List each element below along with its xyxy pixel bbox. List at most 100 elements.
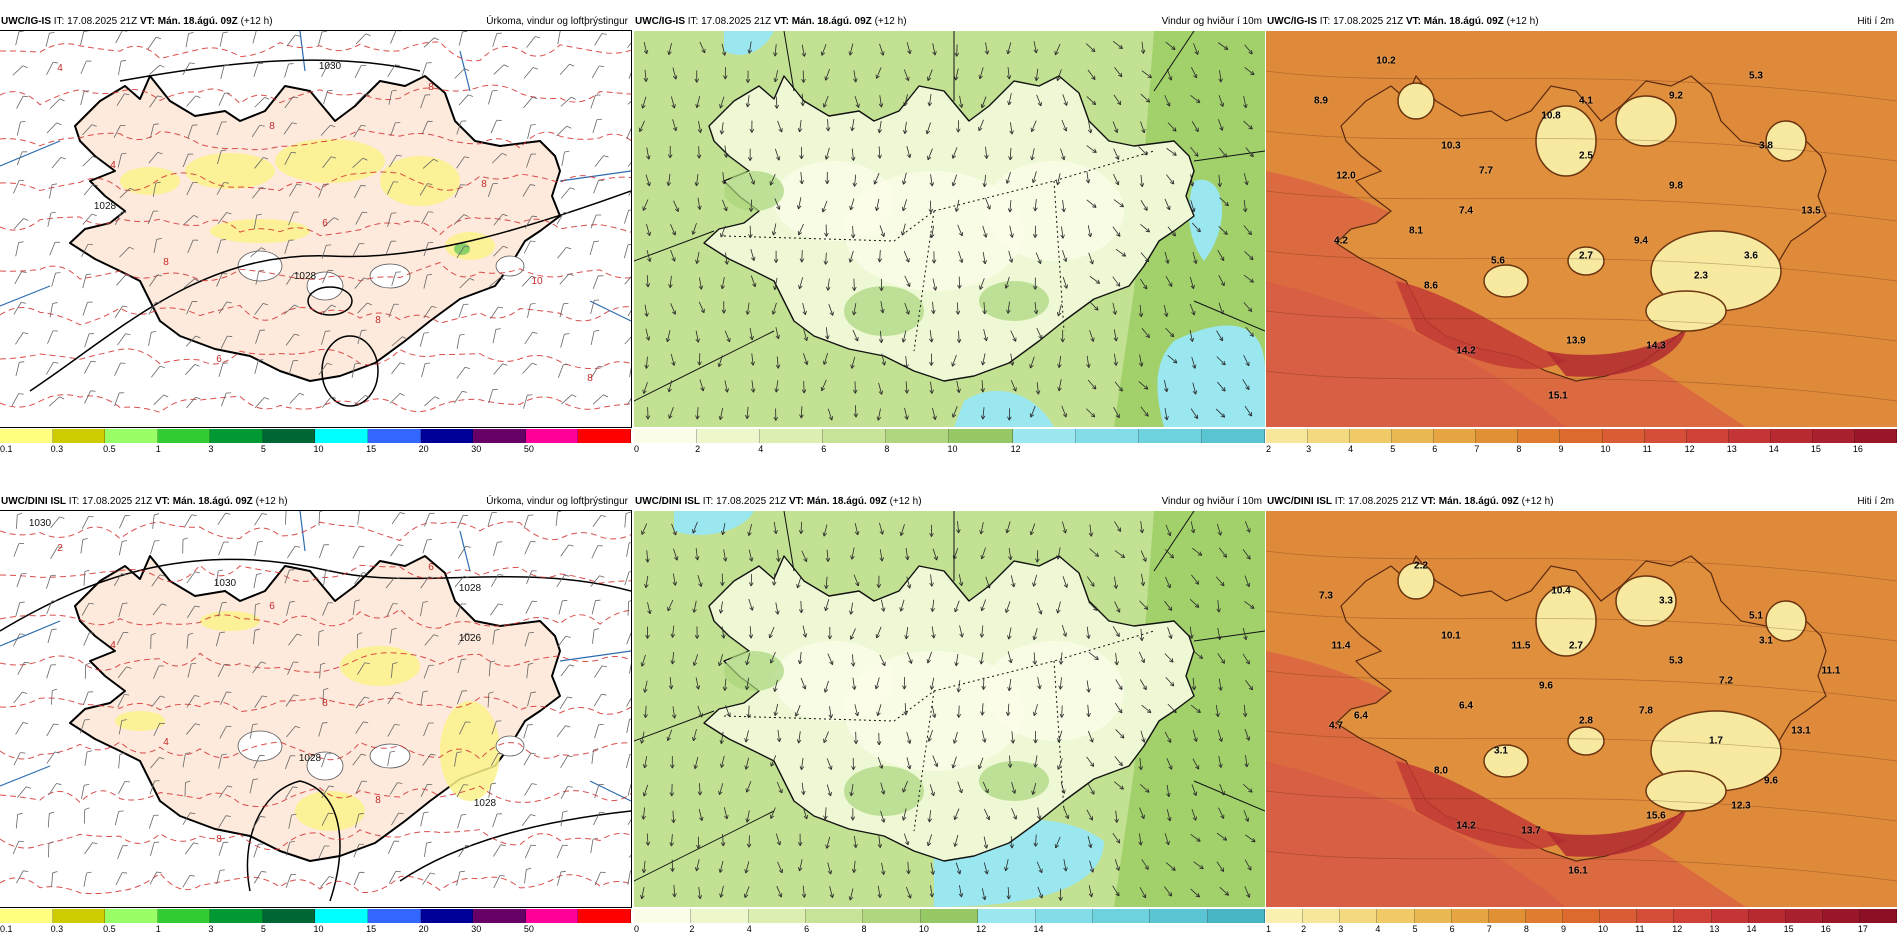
colorbar-swatch xyxy=(1674,909,1712,923)
temperature-value-label: 11.4 xyxy=(1331,640,1351,652)
colorbar-swatch xyxy=(0,909,53,923)
panel-title: Hiti í 2m xyxy=(1857,16,1894,27)
colorbar-swatch xyxy=(105,429,158,443)
colorbar-tick-label: 10 xyxy=(313,924,324,934)
vt-label: VT: xyxy=(1405,16,1421,27)
isotherm-label: 4 xyxy=(110,640,116,651)
init-time: IT: 17.08.2025 21Z xyxy=(1319,16,1404,27)
colorbar-swatch xyxy=(920,909,979,923)
panel-header: UWC/IG-IS IT: 17.08.2025 21Z VT: Mán. 18… xyxy=(1266,13,1897,31)
colorbar-tick-label: 3 xyxy=(208,924,214,934)
colorbar-swatch xyxy=(1451,909,1489,923)
temperature-value-label: 2.2 xyxy=(1414,560,1428,572)
colorbar-swatch xyxy=(697,429,761,443)
isotherm-label: 8 xyxy=(163,257,169,268)
colorbar-swatch xyxy=(578,429,631,443)
colorbar-swatch xyxy=(1075,429,1139,443)
temperature-value-label: 1.7 xyxy=(1709,735,1723,747)
colorbar-tick-label: 3 xyxy=(1338,924,1344,934)
colorbar-tick-label: 4 xyxy=(746,924,752,934)
isotherm-label: 4 xyxy=(110,160,116,171)
colorbar-tick-label: 11 xyxy=(1635,924,1645,934)
panel-wind-igis: UWC/IG-IS IT: 17.08.2025 21Z VT: Mán. 18… xyxy=(634,13,1265,463)
isobar-label: 1028 xyxy=(299,753,322,764)
panel-title: Vindur og hviður í 10m xyxy=(1161,16,1262,27)
temperature-value-label: 10.3 xyxy=(1441,140,1461,152)
vt-label: VT: xyxy=(154,496,170,507)
colorbar-swatch xyxy=(1602,429,1645,443)
temperature-value-label: 3.1 xyxy=(1759,635,1773,647)
wind-map xyxy=(634,31,1265,427)
isotherm-label: 4 xyxy=(163,737,169,748)
temperature-value-label: 16.1 xyxy=(1568,865,1588,877)
panel-precip-igis: UWC/IG-IS IT: 17.08.2025 21Z VT: Mán. 18… xyxy=(0,13,632,463)
colorbar-swatch xyxy=(949,429,1013,443)
isobar-label: 1028 xyxy=(94,201,117,212)
colorbar-swatch xyxy=(525,909,579,923)
lead-time: (+12 h) xyxy=(889,496,922,507)
colorbar-tick-label: 1 xyxy=(155,444,161,454)
temperature-value-label: 14.2 xyxy=(1456,345,1476,357)
colorbar-swatch xyxy=(1012,429,1076,443)
panel-title: Úrkoma, vindur og loftþrýstingur xyxy=(486,496,628,507)
isotherm-label: 8 xyxy=(375,795,381,806)
colorbar-tick-label: 7 xyxy=(1474,444,1480,454)
colorbar-swatch xyxy=(1785,909,1823,923)
temperature-value-label: 5.3 xyxy=(1669,655,1683,667)
colorbar-tick-label: 8 xyxy=(1516,444,1522,454)
colorbar-ticks: 0.1 0.3 0.5 1 3 5 10 15 20 30 50 xyxy=(0,924,631,936)
colorbar-swatch xyxy=(1092,909,1151,923)
isotherm-label: 6 xyxy=(216,354,222,365)
colorbar-swatch xyxy=(1563,909,1601,923)
temperature-value-label: 2.7 xyxy=(1569,640,1583,652)
temperature-value-label: 5.6 xyxy=(1491,255,1505,267)
colorbar-swatch xyxy=(473,429,526,443)
colorbar-swatch xyxy=(420,909,474,923)
colorbar-ticks: 1 2 3 4 5 6 7 8 9 10 11 12 13 14 15 16 17 xyxy=(1266,924,1897,936)
isotherm-label: 8 xyxy=(481,179,487,190)
colorbar-tick-label: 50 xyxy=(523,924,534,934)
isotherm-label: 8 xyxy=(428,82,434,93)
colorbar-tick-label: 12 xyxy=(1684,444,1695,454)
colorbar-swatch xyxy=(1822,909,1860,923)
isobar-label: 1028 xyxy=(474,798,497,809)
colorbar-swatch xyxy=(0,429,53,443)
lead-time: (+12 h) xyxy=(1506,16,1539,27)
temperature-value-label: 8.1 xyxy=(1409,225,1423,237)
temperature-value-label: 5.3 xyxy=(1749,70,1763,82)
temperature-value-label: 2.5 xyxy=(1579,150,1593,162)
colorbar-precip xyxy=(0,429,631,443)
panel-header: UWC/IG-IS IT: 17.08.2025 21Z VT: Mán. 18… xyxy=(0,13,631,31)
colorbar-tick-label: 0.3 xyxy=(50,924,64,934)
model-name: UWC/IG-IS xyxy=(1,16,51,27)
lead-time: (+12 h) xyxy=(874,16,907,27)
colorbar-swatch xyxy=(1812,429,1855,443)
temperature-value-label: 14.2 xyxy=(1456,820,1476,832)
temperature-value-label: 13.7 xyxy=(1521,825,1541,837)
colorbar-temp xyxy=(1266,909,1898,923)
panel-header: UWC/IG-IS IT: 17.08.2025 21Z VT: Mán. 18… xyxy=(634,13,1265,31)
lead-time: (+12 h) xyxy=(240,16,273,27)
temperature-value-label: 3.3 xyxy=(1659,595,1673,607)
isotherm-label: 2 xyxy=(57,543,63,554)
colorbar-tick-label: 4 xyxy=(758,444,764,454)
init-time: IT: 17.08.2025 21Z xyxy=(53,16,138,27)
temperature-value-label: 7.8 xyxy=(1639,705,1653,717)
temp-map: 10.2 8.9 4.1 9.2 5.3 10.8 10.3 2.5 3.8 12.0 7.7 9.8… xyxy=(1266,31,1897,427)
temperature-value-label: 14.3 xyxy=(1646,340,1666,352)
colorbar-swatch xyxy=(1350,429,1393,443)
colorbar-swatch xyxy=(691,909,749,923)
isotherm-label: 8 xyxy=(375,315,381,326)
colorbar-swatch xyxy=(1414,909,1452,923)
colorbar-swatch xyxy=(760,429,824,443)
isotherm-label: 4 xyxy=(57,63,63,74)
colorbar-tick-label: 10 xyxy=(918,924,929,934)
isotherm-label: 6 xyxy=(322,218,328,229)
colorbar-tick-label: 17 xyxy=(1857,924,1868,934)
temperature-value-label: 9.8 xyxy=(1669,180,1683,192)
colorbar-temp xyxy=(1266,429,1897,443)
colorbar-tick-label: 1 xyxy=(155,924,161,934)
colorbar-swatch xyxy=(1434,429,1477,443)
colorbar-swatch xyxy=(578,909,631,923)
model-name: UWC/DINI ISL xyxy=(1,496,66,507)
